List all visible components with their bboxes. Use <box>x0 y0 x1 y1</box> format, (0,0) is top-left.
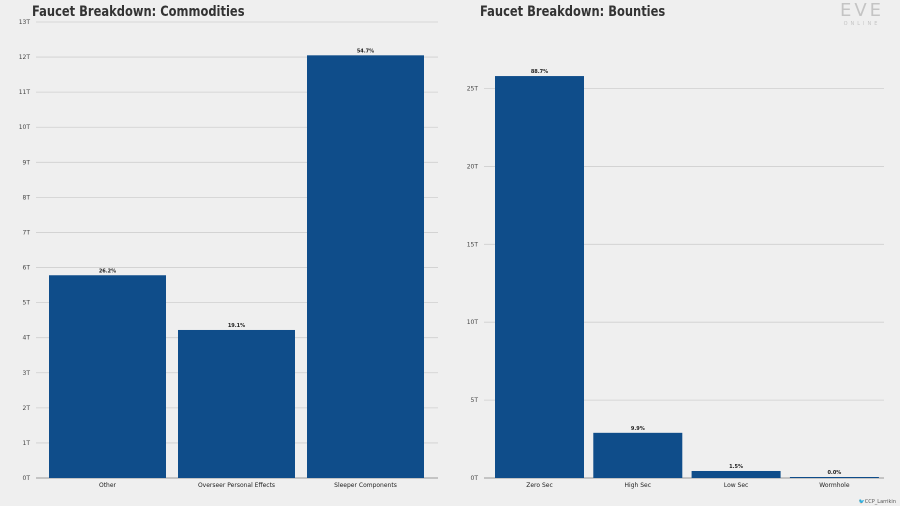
bounties-y-tick-label: 0T <box>471 475 479 482</box>
bounties-y-tick-label: 20T <box>467 163 479 170</box>
commodities-category-label: Overseer Personal Effects <box>198 482 275 489</box>
bounties-y-tick-label: 10T <box>467 319 479 326</box>
bounties-category-label: Wormhole <box>819 482 850 489</box>
commodities-y-tick-label: 1T <box>23 440 31 447</box>
commodities-bar <box>49 275 166 478</box>
credit-handle: CCP_Larrikin <box>864 499 896 505</box>
commodities-y-tick-label: 12T <box>19 54 31 61</box>
commodities-y-tick-label: 10T <box>19 124 31 131</box>
logo-main-text: EVE <box>839 0 885 21</box>
commodities-y-tick-label: 6T <box>23 265 31 272</box>
twitter-bird-icon: 🐦 <box>858 499 865 505</box>
bounties-data-label: 0.0% <box>827 470 841 476</box>
bounties-category-label: Low Sec <box>724 482 749 489</box>
bounties-data-label: 88.7% <box>531 69 548 75</box>
bounties-y-tick-label: 25T <box>467 86 479 93</box>
bounties-data-label: 1.5% <box>729 464 743 470</box>
bounties-bar <box>789 477 879 478</box>
bounties-bar <box>691 470 781 478</box>
commodities-y-tick-label: 2T <box>23 405 31 412</box>
bounties-data-label: 9.9% <box>631 426 645 432</box>
bounties-category-label: Zero Sec <box>526 482 553 489</box>
bounties-bar <box>593 432 683 478</box>
commodities-bar <box>178 329 295 478</box>
commodities-y-tick-label: 9T <box>23 159 31 166</box>
bounties-chart: 0T 5T 10T 15T 20T 25T 88.7% Zero Sec 9.9% High Se… <box>467 69 884 489</box>
commodities-category-label: Sleeper Components <box>334 482 397 489</box>
author-credit[interactable]: 🐦CCP_Larrikin <box>859 499 896 505</box>
bounties-category-label: High Sec <box>625 482 652 489</box>
commodities-y-tick-label: 0T <box>23 475 31 482</box>
commodities-y-tick-label: 8T <box>23 194 31 201</box>
eve-online-logo: EVE ONLINE <box>832 2 892 28</box>
commodities-data-label: 26.2% <box>99 268 116 274</box>
commodities-data-label: 54.7% <box>357 48 374 54</box>
commodities-y-tick-label: 11T <box>19 89 31 96</box>
commodities-data-label: 19.1% <box>228 323 245 329</box>
bounties-y-tick-label: 15T <box>467 241 479 248</box>
commodities-chart: 0T 1T 2T 3T 4T 5T 6T 7T 8T 9T 10T 11T 12T 13T 26.2% Oth… <box>19 19 438 489</box>
logo-sub-text: ONLINE <box>843 21 881 27</box>
commodities-y-tick-label: 5T <box>23 300 31 307</box>
commodities-y-tick-label: 7T <box>23 229 31 236</box>
bounties-bar <box>495 76 584 478</box>
commodities-y-tick-label: 3T <box>23 370 31 377</box>
bounties-chart-title: Faucet Breakdown: Bounties <box>480 4 666 20</box>
commodities-y-tick-label: 13T <box>19 19 31 26</box>
commodities-y-tick-label: 4T <box>23 335 31 342</box>
commodities-chart-title: Faucet Breakdown: Commodities <box>32 4 245 20</box>
commodities-category-label: Other <box>99 482 117 489</box>
commodities-bar <box>307 55 424 478</box>
bounties-y-tick-label: 5T <box>471 397 479 404</box>
